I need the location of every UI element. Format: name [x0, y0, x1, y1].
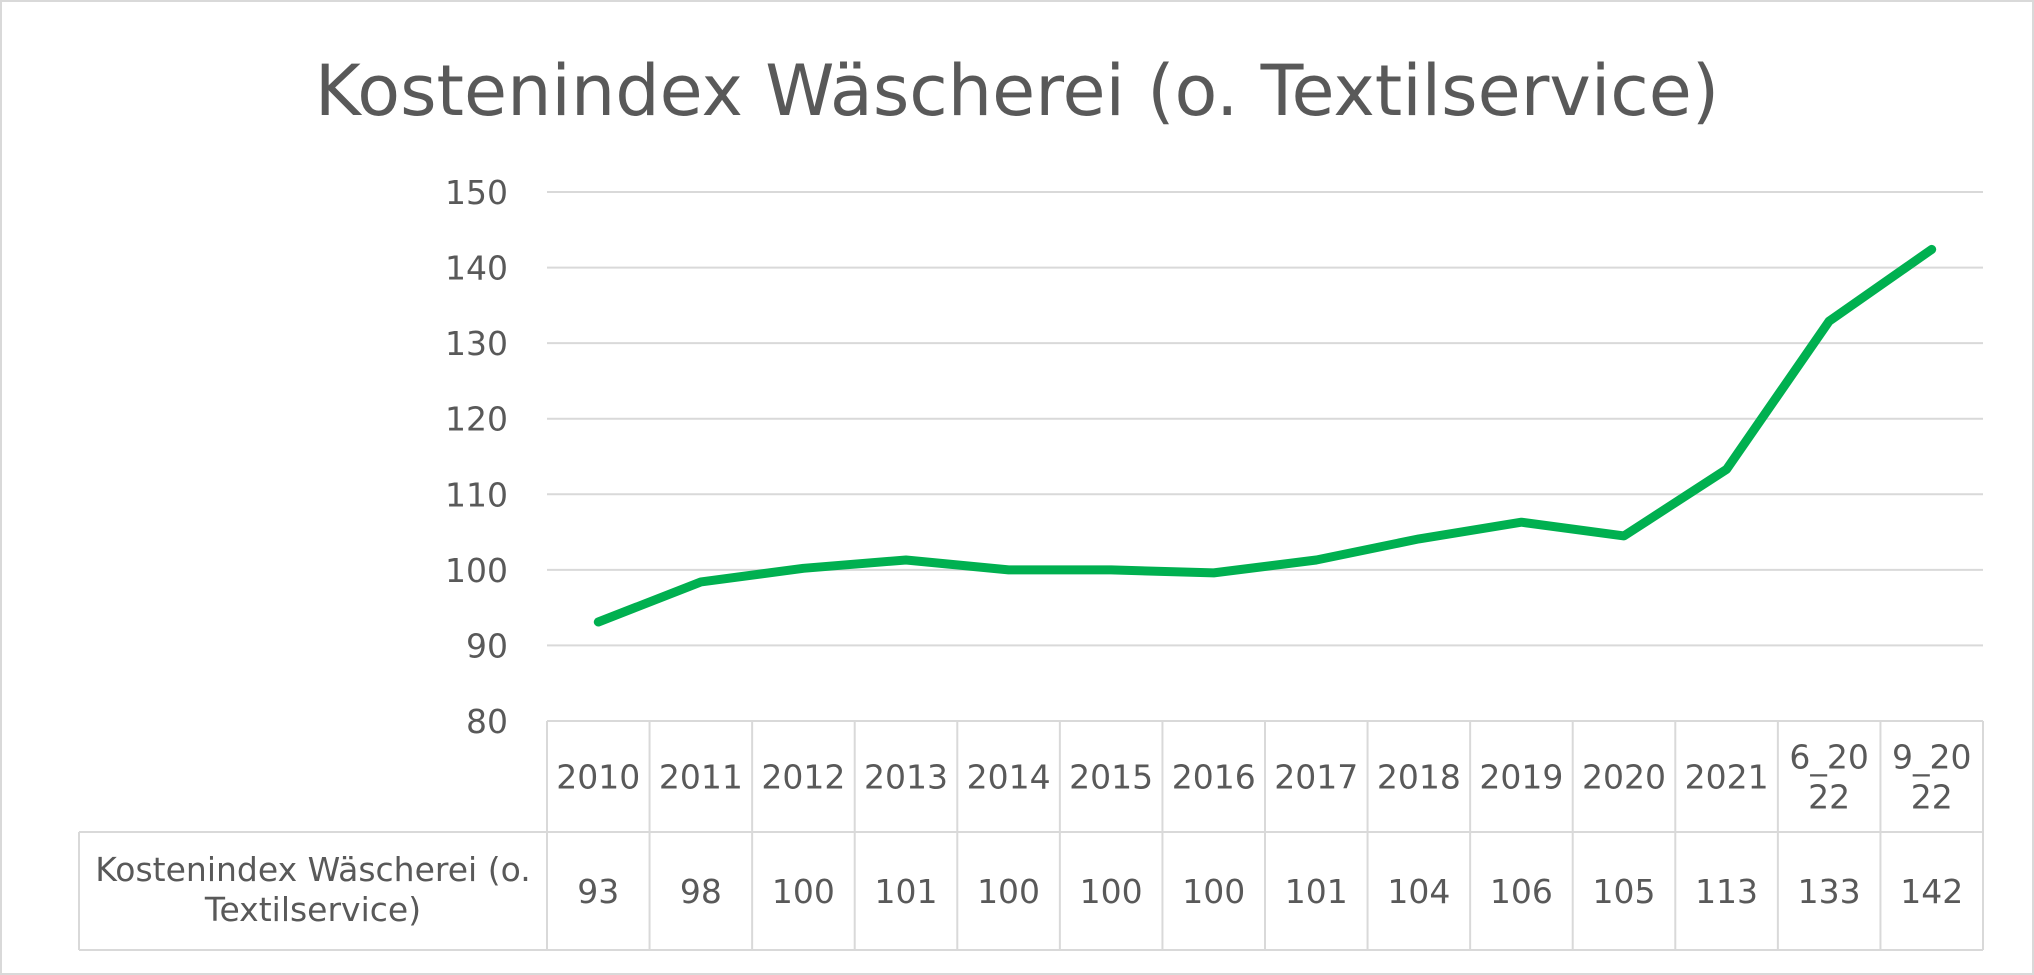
y-tick-label: 90: [466, 626, 508, 665]
x-tick-label: 2016: [1172, 758, 1256, 797]
data-label: 113: [1695, 872, 1758, 911]
x-tick-label: 2015: [1069, 758, 1153, 797]
chart-title: Kostenindex Wäscherei (o. Textilservice): [315, 50, 1719, 132]
series-line: [593, 244, 1937, 627]
data-label: 101: [1285, 872, 1348, 911]
x-tick-label: 6_20 22: [1789, 738, 1869, 817]
y-tick-label: 100: [445, 551, 508, 590]
data-point: [1520, 521, 1522, 523]
x-tick-label: 9_20 22: [1892, 738, 1972, 817]
data-label: 100: [772, 872, 835, 911]
x-tick-label: 2010: [556, 758, 640, 797]
x-tick-label: 2019: [1479, 758, 1563, 797]
y-tick-label: 130: [445, 324, 508, 363]
data-label: 104: [1387, 872, 1450, 911]
data-label: 133: [1798, 872, 1861, 911]
x-tick-label: 2020: [1582, 758, 1666, 797]
data-point: [1418, 538, 1420, 540]
y-tick-label: 150: [445, 173, 508, 212]
x-tick-label: 2013: [864, 758, 948, 797]
data-point: [1213, 572, 1215, 574]
y-axis-ticks: 80 90 100 110 120 130 140 150: [445, 173, 508, 741]
data-point: [802, 567, 804, 569]
data-label: 98: [680, 872, 722, 911]
series-layer: [593, 244, 1937, 627]
data-point: [1110, 569, 1112, 571]
data-label: 106: [1490, 872, 1553, 911]
data-point: [1828, 320, 1830, 322]
x-tick-label: 2021: [1685, 758, 1769, 797]
x-tick-label: 2017: [1274, 758, 1358, 797]
x-tick-label: 2014: [967, 758, 1051, 797]
data-point: [1623, 535, 1625, 537]
data-label: 105: [1593, 872, 1656, 911]
y-tick-label: 120: [445, 400, 508, 439]
data-point: [700, 581, 702, 583]
data-point: [1008, 569, 1010, 571]
data-label: 100: [1182, 872, 1245, 911]
data-label: 101: [875, 872, 938, 911]
x-tick-label: 2012: [761, 758, 845, 797]
data-point: [1315, 559, 1317, 561]
series-name-label: Kostenindex Wäscherei (o. Textilservice): [95, 850, 530, 929]
x-tick-label: 2018: [1377, 758, 1461, 797]
data-label: 93: [577, 872, 619, 911]
data-label: 142: [1900, 872, 1963, 911]
y-tick-label: 110: [445, 475, 508, 514]
data-point: [905, 559, 907, 561]
x-tick-label: 2011: [659, 758, 743, 797]
data-point: [1931, 248, 1933, 250]
data-label: 100: [977, 872, 1040, 911]
data-point: [597, 621, 599, 623]
y-tick-label: 140: [445, 249, 508, 288]
data-label: 100: [1080, 872, 1143, 911]
data-table: 2010 2011 2012 2013 2014 2015 2016 2017 2018 2019…: [78, 720, 1984, 951]
y-tick-label: 80: [466, 702, 508, 741]
data-point: [1726, 468, 1728, 470]
